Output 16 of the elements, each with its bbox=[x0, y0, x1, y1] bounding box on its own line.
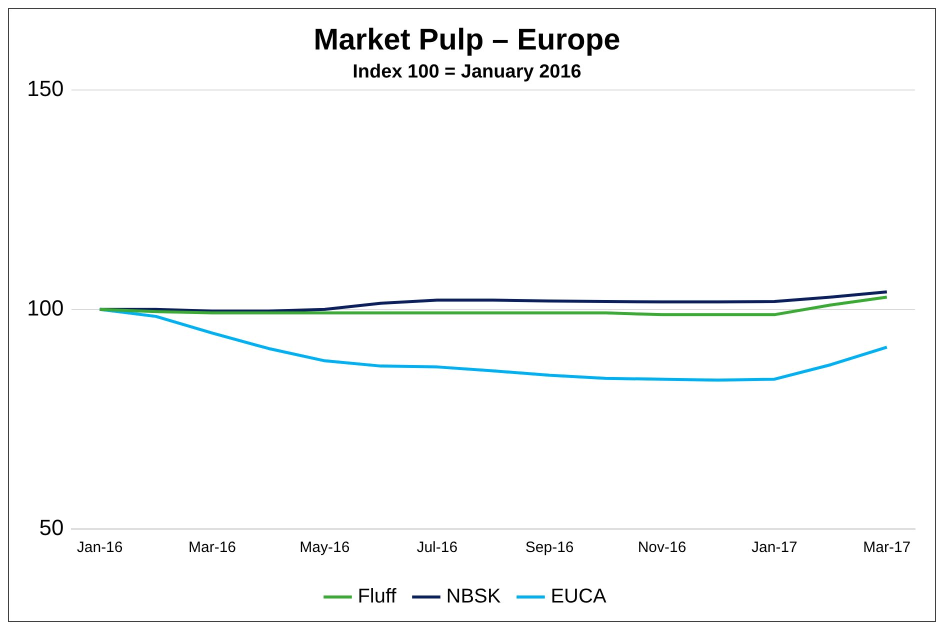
y-tick-label: 150 bbox=[26, 76, 64, 101]
y-tick-label: 100 bbox=[26, 295, 64, 320]
y-tick-label: 50 bbox=[39, 515, 64, 540]
x-tick-label: Jan-16 bbox=[76, 539, 123, 556]
x-tick-label: Jul-16 bbox=[416, 539, 458, 556]
x-tick-label: Mar-17 bbox=[863, 539, 911, 556]
x-tick-label: Nov-16 bbox=[638, 539, 686, 556]
x-tick-label: May-16 bbox=[300, 539, 350, 556]
x-tick-label: Mar-16 bbox=[188, 539, 236, 556]
legend-label: NBSK bbox=[446, 586, 502, 608]
legend-label: EUCA bbox=[550, 586, 607, 608]
legend-label: Fluff bbox=[358, 586, 397, 608]
chart-subtitle: Index 100 = January 2016 bbox=[352, 62, 582, 83]
x-tick-label: Jan-17 bbox=[752, 539, 798, 556]
chart-title: Market Pulp – Europe bbox=[314, 23, 620, 56]
x-tick-label: Sep-16 bbox=[525, 539, 574, 556]
